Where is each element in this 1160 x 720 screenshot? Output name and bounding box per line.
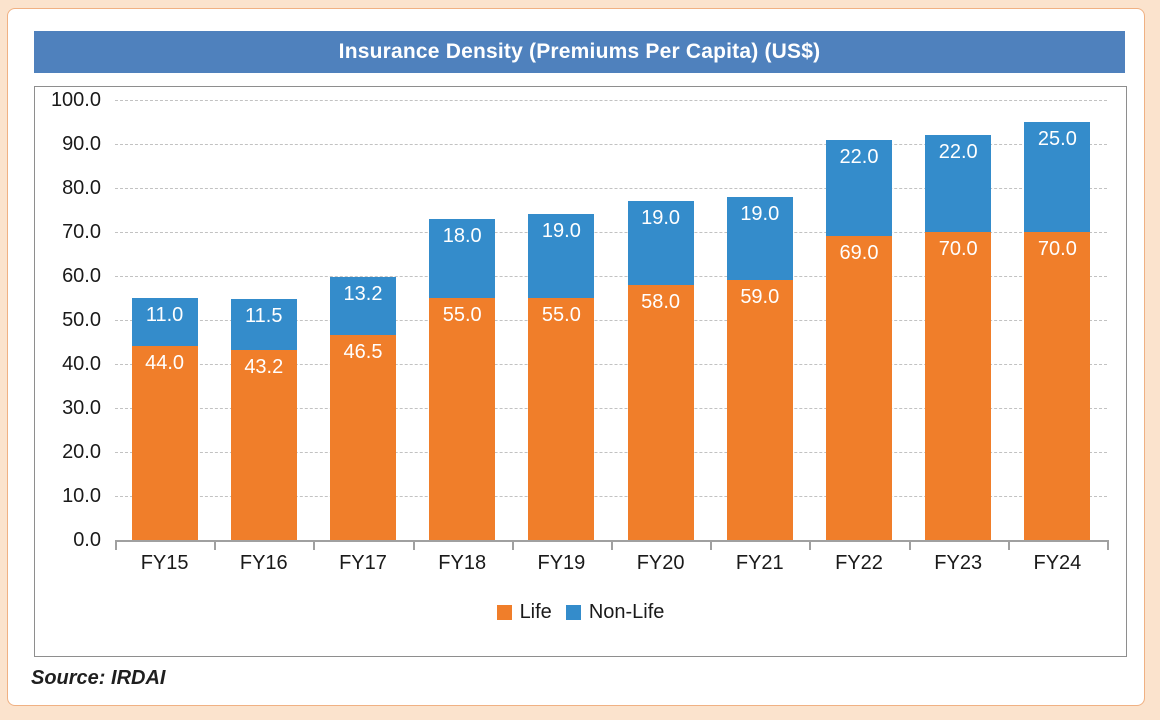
bar-value-label: 19.0 bbox=[641, 207, 681, 230]
gridline bbox=[115, 452, 1107, 453]
x-axis-tick bbox=[611, 542, 613, 550]
bar-value-label: 25.0 bbox=[1037, 128, 1077, 150]
bar-segment-non-life bbox=[1024, 122, 1091, 232]
y-axis-tick-label: 20.0 bbox=[62, 441, 101, 463]
bar-value-label: 70.0 bbox=[1037, 238, 1077, 260]
x-axis-category-label: FY22 bbox=[835, 552, 883, 574]
gridline bbox=[115, 188, 1107, 189]
gridline bbox=[115, 144, 1107, 145]
legend-item-non-life: Non-Life bbox=[565, 601, 665, 624]
y-axis-tick-label: 50.0 bbox=[62, 309, 101, 331]
legend-label-non-life: Non-Life bbox=[588, 601, 665, 623]
bar-segment-non-life bbox=[627, 201, 694, 285]
x-axis-tick bbox=[511, 542, 514, 550]
bar-segment-non-life bbox=[429, 218, 496, 298]
gridline bbox=[115, 276, 1107, 277]
y-axis-tick-label: 100.0 bbox=[50, 88, 101, 111]
bar-value-label: 19.0 bbox=[541, 220, 581, 243]
bar-segment-life bbox=[925, 232, 992, 540]
x-axis-tick bbox=[809, 542, 812, 550]
bar-segment-life bbox=[230, 349, 297, 540]
bar-value-label: 13.2 bbox=[343, 283, 383, 306]
chart-title: Insurance Density (Premiums Per Capita) … bbox=[338, 40, 821, 63]
gridline bbox=[115, 364, 1107, 365]
gridline bbox=[115, 496, 1107, 497]
bar-segment-non-life bbox=[528, 214, 595, 298]
bar-value-label: 69.0 bbox=[839, 242, 879, 265]
bar-value-label: 18.0 bbox=[442, 224, 482, 247]
legend-swatch-icon-life bbox=[496, 605, 512, 620]
bar-value-label: 22.0 bbox=[839, 145, 879, 168]
bar-segment-non-life bbox=[131, 298, 198, 347]
bar-value-label: 58.0 bbox=[641, 290, 681, 313]
y-axis-tick-label: 80.0 bbox=[62, 177, 101, 199]
bar-value-label: 43.2 bbox=[244, 355, 284, 378]
bar-value-label: 59.0 bbox=[740, 286, 780, 309]
bar-segment-non-life bbox=[826, 139, 892, 237]
gridline bbox=[115, 232, 1107, 233]
bar-segment-life bbox=[1024, 232, 1091, 540]
bar-segment-life bbox=[131, 346, 198, 540]
x-axis-tick bbox=[313, 542, 316, 550]
gridline bbox=[115, 408, 1107, 409]
x-axis-tick bbox=[710, 542, 713, 550]
y-axis-tick-label: 60.0 bbox=[62, 265, 101, 287]
chart-title-bar: Insurance Density (Premiums Per Capita) … bbox=[34, 31, 1125, 73]
x-axis-tick bbox=[908, 542, 911, 550]
y-axis-tick-label: 90.0 bbox=[62, 133, 101, 155]
x-axis-line bbox=[115, 540, 1109, 542]
x-axis-category-label: FY23 bbox=[934, 552, 983, 574]
bar-value-label: 70.0 bbox=[938, 238, 978, 260]
bar-value-label: 46.5 bbox=[343, 341, 383, 364]
chart-card: Insurance Density (Premiums Per Capita) … bbox=[7, 8, 1145, 706]
bar-segment-non-life bbox=[726, 196, 793, 281]
legend-item-life: Life bbox=[496, 601, 552, 624]
x-axis-category-label: FY17 bbox=[339, 552, 387, 574]
y-axis-tick-label: 0.0 bbox=[73, 529, 101, 551]
legend-label-life: Life bbox=[519, 601, 552, 623]
x-axis-category-label: FY16 bbox=[239, 552, 288, 574]
bar-segment-non-life bbox=[230, 299, 297, 350]
gridline bbox=[115, 100, 1107, 101]
y-axis-tick-label: 10.0 bbox=[62, 485, 101, 507]
x-axis-category-label: FY21 bbox=[735, 552, 784, 574]
x-axis-tick bbox=[1107, 542, 1109, 550]
bar-value-label: 44.0 bbox=[145, 352, 185, 375]
x-axis-category-label: FY19 bbox=[537, 552, 586, 574]
bar-segment-life bbox=[726, 280, 793, 540]
x-axis-category-label: FY24 bbox=[1033, 552, 1082, 574]
x-axis-tick bbox=[115, 542, 117, 550]
bar-value-label: 55.0 bbox=[541, 304, 581, 326]
bar-segment-life bbox=[330, 335, 396, 540]
bar-segment-life bbox=[528, 298, 595, 540]
x-axis-tick bbox=[214, 542, 217, 550]
bar-segment-non-life bbox=[925, 135, 992, 232]
x-axis-category-label: FY20 bbox=[636, 552, 685, 574]
bar-segment-non-life bbox=[330, 277, 396, 336]
legend: Life Non-Life bbox=[35, 601, 1126, 624]
x-axis-tick bbox=[1007, 542, 1010, 550]
y-axis-tick-label: 70.0 bbox=[62, 221, 101, 243]
legend-swatch-icon-non-life bbox=[565, 605, 581, 620]
x-axis-tick bbox=[412, 542, 415, 550]
x-axis-category-label: FY15 bbox=[140, 552, 189, 574]
source-note: Source: IRDAI bbox=[31, 667, 166, 689]
bar-segment-life bbox=[627, 284, 694, 540]
bar-value-label: 11.5 bbox=[245, 305, 283, 328]
y-axis-tick-label: 30.0 bbox=[62, 397, 101, 419]
bar-segment-life bbox=[429, 298, 496, 540]
bar-value-label: 11.0 bbox=[145, 304, 184, 326]
x-axis-category-label: FY18 bbox=[438, 552, 487, 574]
bar-value-label: 55.0 bbox=[442, 304, 482, 326]
gridline bbox=[115, 320, 1107, 321]
y-axis-tick-label: 40.0 bbox=[62, 353, 101, 375]
plot-frame: Life Non-Life 0.0 10.0 20.0 30.0 40.0 50.0 60.0… bbox=[34, 86, 1127, 657]
bar-value-label: 22.0 bbox=[938, 141, 978, 164]
bar-segment-life bbox=[826, 236, 892, 540]
bar-value-label: 19.0 bbox=[740, 202, 780, 225]
